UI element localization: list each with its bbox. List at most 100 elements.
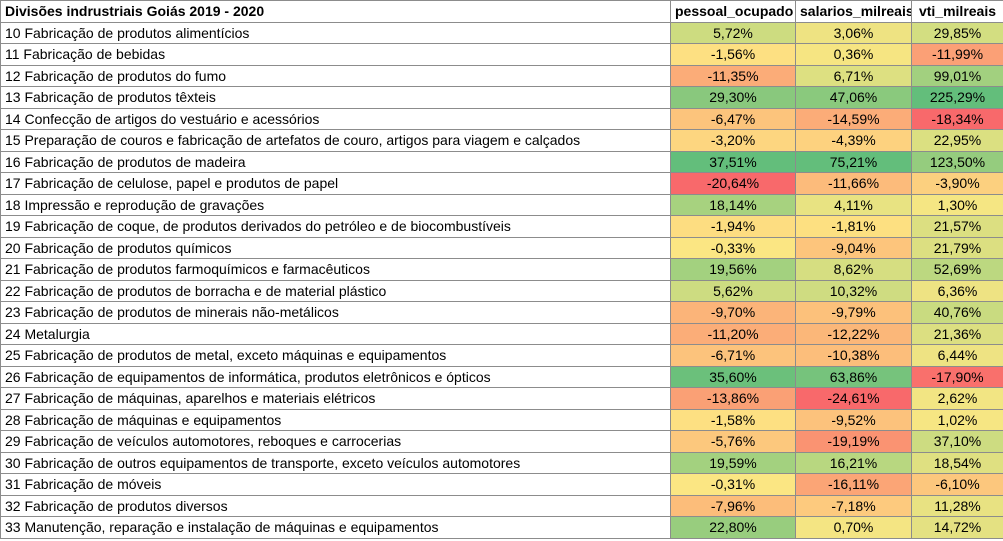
cell-vti-milreais[interactable]: 1,30%	[911, 193, 1003, 216]
cell-division[interactable]: 31 Fabricação de móveis	[0, 473, 671, 496]
cell-salarios-milreais[interactable]: -10,38%	[795, 344, 912, 367]
cell-salarios-milreais[interactable]: 0,36%	[795, 43, 912, 66]
cell-division[interactable]: 11 Fabricação de bebidas	[0, 43, 671, 66]
cell-pessoal-ocupado[interactable]: -0,33%	[670, 236, 796, 259]
cell-division[interactable]: 14 Confecção de artigos do vestuário e a…	[0, 107, 671, 130]
cell-division[interactable]: 24 Metalurgia	[0, 322, 671, 345]
cell-vti-milreais[interactable]: 52,69%	[911, 258, 1003, 281]
cell-division[interactable]: 16 Fabricação de produtos de madeira	[0, 150, 671, 173]
cell-pessoal-ocupado[interactable]: 19,59%	[670, 451, 796, 474]
cell-salarios-milreais[interactable]: 0,70%	[795, 516, 912, 539]
cell-division[interactable]: 21 Fabricação de produtos farmoquímicos …	[0, 258, 671, 281]
cell-division[interactable]: 10 Fabricação de produtos alimentícios	[0, 21, 671, 44]
cell-salarios-milreais[interactable]: 4,11%	[795, 193, 912, 216]
cell-salarios-milreais[interactable]: -14,59%	[795, 107, 912, 130]
cell-pessoal-ocupado[interactable]: 22,80%	[670, 516, 796, 539]
cell-salarios-milreais[interactable]: -4,39%	[795, 129, 912, 152]
cell-vti-milreais[interactable]: 21,79%	[911, 236, 1003, 259]
cell-division[interactable]: 12 Fabricação de produtos do fumo	[0, 64, 671, 87]
cell-pessoal-ocupado[interactable]: -6,71%	[670, 344, 796, 367]
cell-division[interactable]: 26 Fabricação de equipamentos de informá…	[0, 365, 671, 388]
cell-pessoal-ocupado[interactable]: -11,20%	[670, 322, 796, 345]
cell-division[interactable]: 27 Fabricação de máquinas, aparelhos e m…	[0, 387, 671, 410]
cell-vti-milreais[interactable]: 29,85%	[911, 21, 1003, 44]
cell-pessoal-ocupado[interactable]: 35,60%	[670, 365, 796, 388]
cell-vti-milreais[interactable]: 18,54%	[911, 451, 1003, 474]
header-pessoal-ocupado[interactable]: pessoal_ocupado	[670, 0, 796, 23]
cell-pessoal-ocupado[interactable]: 5,72%	[670, 21, 796, 44]
cell-pessoal-ocupado[interactable]: 18,14%	[670, 193, 796, 216]
cell-salarios-milreais[interactable]: -19,19%	[795, 430, 912, 453]
cell-vti-milreais[interactable]: 37,10%	[911, 430, 1003, 453]
cell-vti-milreais[interactable]: -6,10%	[911, 473, 1003, 496]
cell-salarios-milreais[interactable]: -9,52%	[795, 408, 912, 431]
cell-vti-milreais[interactable]: 40,76%	[911, 301, 1003, 324]
cell-pessoal-ocupado[interactable]: -1,58%	[670, 408, 796, 431]
cell-pessoal-ocupado[interactable]: 19,56%	[670, 258, 796, 281]
cell-division[interactable]: 28 Fabricação de máquinas e equipamentos	[0, 408, 671, 431]
cell-pessoal-ocupado[interactable]: -0,31%	[670, 473, 796, 496]
cell-salarios-milreais[interactable]: 6,71%	[795, 64, 912, 87]
cell-division[interactable]: 20 Fabricação de produtos químicos	[0, 236, 671, 259]
cell-vti-milreais[interactable]: 1,02%	[911, 408, 1003, 431]
cell-pessoal-ocupado[interactable]: 37,51%	[670, 150, 796, 173]
cell-salarios-milreais[interactable]: 47,06%	[795, 86, 912, 109]
cell-vti-milreais[interactable]: 2,62%	[911, 387, 1003, 410]
cell-division[interactable]: 25 Fabricação de produtos de metal, exce…	[0, 344, 671, 367]
cell-pessoal-ocupado[interactable]: -6,47%	[670, 107, 796, 130]
cell-vti-milreais[interactable]: 21,57%	[911, 215, 1003, 238]
cell-vti-milreais[interactable]: 14,72%	[911, 516, 1003, 539]
cell-pessoal-ocupado[interactable]: -1,94%	[670, 215, 796, 238]
cell-vti-milreais[interactable]: -18,34%	[911, 107, 1003, 130]
cell-salarios-milreais[interactable]: -11,66%	[795, 172, 912, 195]
cell-vti-milreais[interactable]: 22,95%	[911, 129, 1003, 152]
cell-salarios-milreais[interactable]: -1,81%	[795, 215, 912, 238]
cell-salarios-milreais[interactable]: -7,18%	[795, 494, 912, 517]
cell-vti-milreais[interactable]: 21,36%	[911, 322, 1003, 345]
cell-salarios-milreais[interactable]: -9,79%	[795, 301, 912, 324]
cell-pessoal-ocupado[interactable]: -13,86%	[670, 387, 796, 410]
cell-division[interactable]: 29 Fabricação de veículos automotores, r…	[0, 430, 671, 453]
cell-division[interactable]: 30 Fabricação de outros equipamentos de …	[0, 451, 671, 474]
cell-vti-milreais[interactable]: 6,44%	[911, 344, 1003, 367]
cell-salarios-milreais[interactable]: -9,04%	[795, 236, 912, 259]
cell-salarios-milreais[interactable]: 75,21%	[795, 150, 912, 173]
cell-salarios-milreais[interactable]: -16,11%	[795, 473, 912, 496]
cell-vti-milreais[interactable]: 11,28%	[911, 494, 1003, 517]
cell-pessoal-ocupado[interactable]: -20,64%	[670, 172, 796, 195]
cell-division[interactable]: 15 Preparação de couros e fabricação de …	[0, 129, 671, 152]
cell-division[interactable]: 19 Fabricação de coque, de produtos deri…	[0, 215, 671, 238]
cell-pessoal-ocupado[interactable]: -1,56%	[670, 43, 796, 66]
cell-salarios-milreais[interactable]: 63,86%	[795, 365, 912, 388]
cell-division[interactable]: 22 Fabricação de produtos de borracha e …	[0, 279, 671, 302]
cell-salarios-milreais[interactable]: -24,61%	[795, 387, 912, 410]
cell-salarios-milreais[interactable]: 3,06%	[795, 21, 912, 44]
cell-pessoal-ocupado[interactable]: -9,70%	[670, 301, 796, 324]
cell-salarios-milreais[interactable]: 10,32%	[795, 279, 912, 302]
cell-division[interactable]: 23 Fabricação de produtos de minerais nã…	[0, 301, 671, 324]
cell-vti-milreais[interactable]: -3,90%	[911, 172, 1003, 195]
cell-division[interactable]: 32 Fabricação de produtos diversos	[0, 494, 671, 517]
header-vti-milreais[interactable]: vti_milreais	[911, 0, 1003, 23]
cell-division[interactable]: 13 Fabricação de produtos têxteis	[0, 86, 671, 109]
cell-salarios-milreais[interactable]: -12,22%	[795, 322, 912, 345]
cell-vti-milreais[interactable]: 99,01%	[911, 64, 1003, 87]
cell-vti-milreais[interactable]: -11,99%	[911, 43, 1003, 66]
cell-vti-milreais[interactable]: -17,90%	[911, 365, 1003, 388]
cell-vti-milreais[interactable]: 225,29%	[911, 86, 1003, 109]
cell-pessoal-ocupado[interactable]: -11,35%	[670, 64, 796, 87]
cell-pessoal-ocupado[interactable]: 29,30%	[670, 86, 796, 109]
cell-pessoal-ocupado[interactable]: -7,96%	[670, 494, 796, 517]
cell-pessoal-ocupado[interactable]: -3,20%	[670, 129, 796, 152]
cell-pessoal-ocupado[interactable]: -5,76%	[670, 430, 796, 453]
cell-salarios-milreais[interactable]: 8,62%	[795, 258, 912, 281]
cell-division[interactable]: 18 Impressão e reprodução de gravações	[0, 193, 671, 216]
cell-division[interactable]: 33 Manutenção, reparação e instalação de…	[0, 516, 671, 539]
cell-division[interactable]: 17 Fabricação de celulose, papel e produ…	[0, 172, 671, 195]
header-division[interactable]: Divisões indrustriais Goiás 2019 - 2020	[0, 0, 671, 23]
cell-vti-milreais[interactable]: 6,36%	[911, 279, 1003, 302]
cell-vti-milreais[interactable]: 123,50%	[911, 150, 1003, 173]
cell-salarios-milreais[interactable]: 16,21%	[795, 451, 912, 474]
cell-pessoal-ocupado[interactable]: 5,62%	[670, 279, 796, 302]
header-salarios-milreais[interactable]: salarios_milreais	[795, 0, 912, 23]
